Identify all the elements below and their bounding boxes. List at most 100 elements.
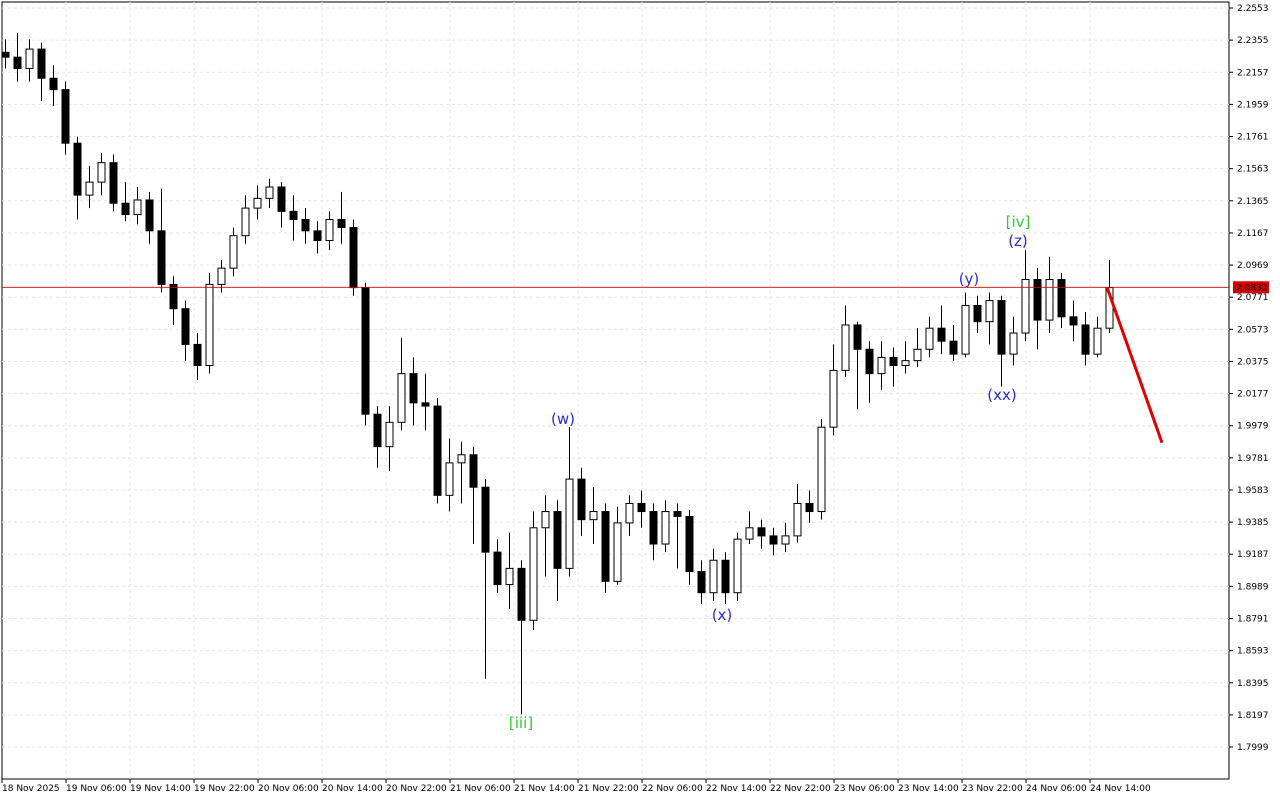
candle-body [697, 571, 706, 594]
y-tick-label: 2.0375 [1237, 357, 1269, 367]
candle-body [685, 515, 694, 573]
x-tick-label: 19 Nov 22:00 [194, 784, 255, 794]
y-tick-label: 1.8989 [1237, 582, 1269, 592]
candle-body [325, 218, 334, 242]
candle-body [577, 478, 586, 521]
candle-body [313, 230, 322, 242]
candle-body [889, 356, 898, 367]
candle-body [985, 300, 994, 323]
candle-body [745, 527, 754, 540]
candle-body [409, 373, 418, 404]
y-tick-label: 1.8197 [1237, 711, 1269, 721]
candle-body [493, 551, 502, 586]
x-tick-label: 24 Nov 14:00 [1090, 784, 1151, 794]
candle-body [253, 197, 262, 209]
candle-body [397, 373, 406, 423]
candle-body [421, 402, 430, 407]
candle-body [37, 48, 46, 79]
candle-body [805, 502, 814, 513]
x-tick-label: 23 Nov 14:00 [898, 784, 959, 794]
x-tick-label: 22 Nov 14:00 [706, 784, 767, 794]
candle-body [949, 340, 958, 355]
x-tick-label: 20 Nov 14:00 [322, 784, 383, 794]
candle-body [925, 327, 934, 350]
wave-label: [iii] [509, 714, 533, 732]
y-tick-label: 1.9187 [1237, 550, 1269, 560]
candle-body [73, 142, 82, 196]
candle-body [589, 511, 598, 521]
wave-label: (w) [551, 410, 575, 428]
candle-body [505, 567, 514, 586]
x-tick-label: 23 Nov 22:00 [962, 784, 1023, 794]
y-tick-label: 2.2355 [1237, 36, 1269, 46]
candle-body [517, 567, 526, 621]
candle-body [853, 324, 862, 350]
candle-body [169, 283, 178, 310]
y-tick-label: 2.1365 [1237, 197, 1269, 207]
y-tick-label: 2.2157 [1237, 68, 1269, 78]
candle-body [1057, 279, 1066, 318]
y-tick-label: 1.8395 [1237, 679, 1269, 689]
x-tick-label: 22 Nov 06:00 [642, 784, 703, 794]
candle-body [229, 235, 238, 269]
candle-body [337, 218, 346, 229]
candle-body [769, 535, 778, 545]
candle-body [145, 199, 154, 232]
candle-body [901, 360, 910, 367]
candle-body [637, 502, 646, 513]
x-tick-label: 18 Nov 2025 [2, 784, 60, 794]
x-tick-label: 19 Nov 14:00 [130, 784, 191, 794]
candle-body [817, 426, 826, 513]
candle-body [85, 181, 94, 196]
candle-body [181, 308, 190, 345]
y-tick-label: 2.0771 [1237, 293, 1269, 303]
candle-body [1045, 279, 1054, 321]
candle-body [913, 348, 922, 362]
wave-label: (x) [712, 606, 733, 624]
candle-body [613, 522, 622, 582]
candle-body [49, 77, 58, 91]
wave-label: [iv] [1006, 213, 1031, 231]
y-tick-label: 2.1761 [1237, 133, 1269, 143]
candle-body [265, 186, 274, 199]
y-tick-label: 2.0177 [1237, 390, 1269, 400]
y-tick-label: 1.9979 [1237, 422, 1269, 432]
x-tick-label: 22 Nov 22:00 [770, 784, 831, 794]
candle-body [829, 369, 838, 428]
candle-body [937, 327, 946, 342]
wave-label: (y) [959, 270, 980, 288]
candle-body [445, 462, 454, 496]
candle-body [961, 304, 970, 355]
candle-body [1, 51, 10, 58]
candle-body [1033, 279, 1042, 321]
candle-body [541, 511, 550, 529]
candle-body [865, 348, 874, 375]
candle-body [241, 207, 250, 237]
candle-body [481, 486, 490, 553]
plot-frame [1, 1, 1230, 780]
candle-body [13, 56, 22, 70]
candle-body [289, 210, 298, 220]
candle-body [457, 454, 466, 464]
candle-body [877, 356, 886, 375]
x-tick-label: 23 Nov 06:00 [834, 784, 895, 794]
candle-body [757, 527, 766, 537]
x-tick-label: 21 Nov 06:00 [450, 784, 511, 794]
candle-body [385, 421, 394, 448]
candle-body [1081, 324, 1090, 355]
candle-body [565, 478, 574, 569]
candle-body [433, 405, 442, 496]
candle-body [121, 202, 130, 216]
candle-body [733, 538, 742, 594]
candle-body [301, 218, 310, 232]
candle-body [349, 227, 358, 289]
x-tick-label: 21 Nov 14:00 [514, 784, 575, 794]
candle-body [133, 199, 142, 216]
candle-body [781, 535, 790, 545]
candle-body [793, 502, 802, 537]
candle-body [97, 162, 106, 183]
y-tick-label: 1.9583 [1237, 486, 1269, 496]
candle-body [1009, 332, 1018, 355]
x-tick-label: 19 Nov 06:00 [66, 784, 127, 794]
